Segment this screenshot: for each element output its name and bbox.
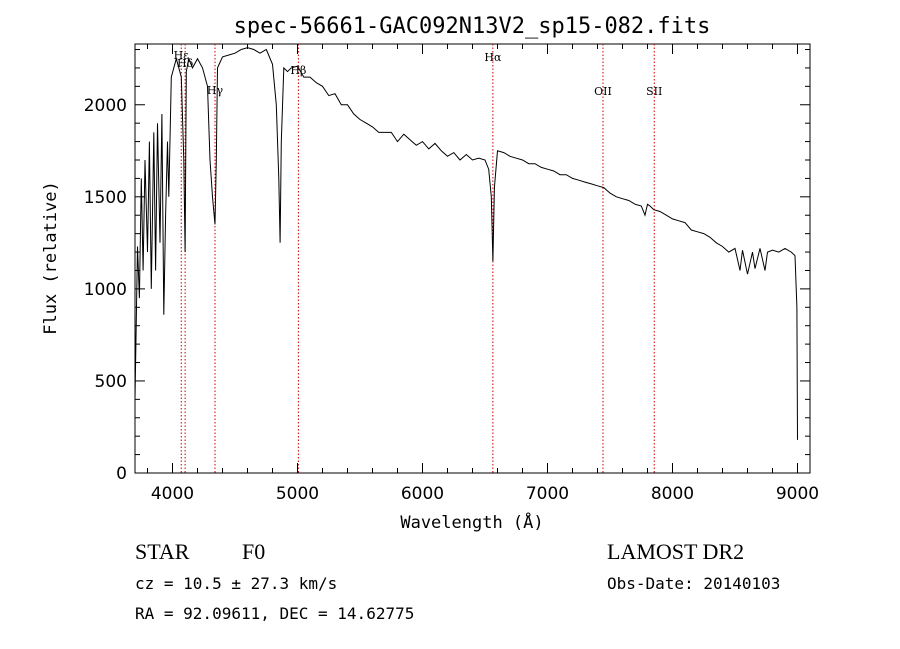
x-tick-label-3: 7000 <box>526 484 569 504</box>
x-tick-label-5: 9000 <box>776 484 819 504</box>
x-axis-label: Wavelength (Å) <box>400 511 543 533</box>
marker-label-2: Hγ <box>207 84 224 97</box>
survey-name: LAMOST DR2 <box>607 539 745 564</box>
y-tick-label-4: 2000 <box>84 96 127 116</box>
observation-date: Obs-Date: 20140103 <box>607 574 781 593</box>
spectrum-line <box>134 47 798 440</box>
line-markers <box>180 44 655 473</box>
x-tick-label-2: 6000 <box>401 484 444 504</box>
y-tick-label-2: 1000 <box>84 280 127 300</box>
object-class: STAR <box>135 539 190 564</box>
x-tick-label-0: 4000 <box>151 484 194 504</box>
coordinates: RA = 92.09611, DEC = 14.62775 <box>135 604 415 623</box>
plot-frame <box>134 43 811 474</box>
object-subclass: F0 <box>242 539 266 564</box>
y-axis-label: Flux (relative) <box>41 181 61 335</box>
marker-label-1: Hε <box>174 49 190 62</box>
marker-label-4: Hα <box>484 51 502 64</box>
x-tick-label-1: 5000 <box>276 484 319 504</box>
x-axis-ticks: 4000 5000 6000 7000 8000 9000 <box>147 44 819 504</box>
redshift-cz: cz = 10.5 ± 27.3 km/s <box>135 574 338 593</box>
marker-label-6: SII <box>646 85 662 98</box>
marker-label-5: OII <box>594 85 612 98</box>
y-tick-label-0: 0 <box>116 464 127 484</box>
y-tick-label-3: 1500 <box>84 188 127 208</box>
marker-label-3: Hβ <box>290 64 306 77</box>
x-tick-label-4: 8000 <box>651 484 694 504</box>
chart-title: spec-56661-GAC092N13V2_sp15-082.fits <box>234 14 711 39</box>
y-axis-ticks: 0 500 1000 1500 2000 <box>84 49 810 484</box>
y-tick-label-1: 500 <box>95 372 127 392</box>
